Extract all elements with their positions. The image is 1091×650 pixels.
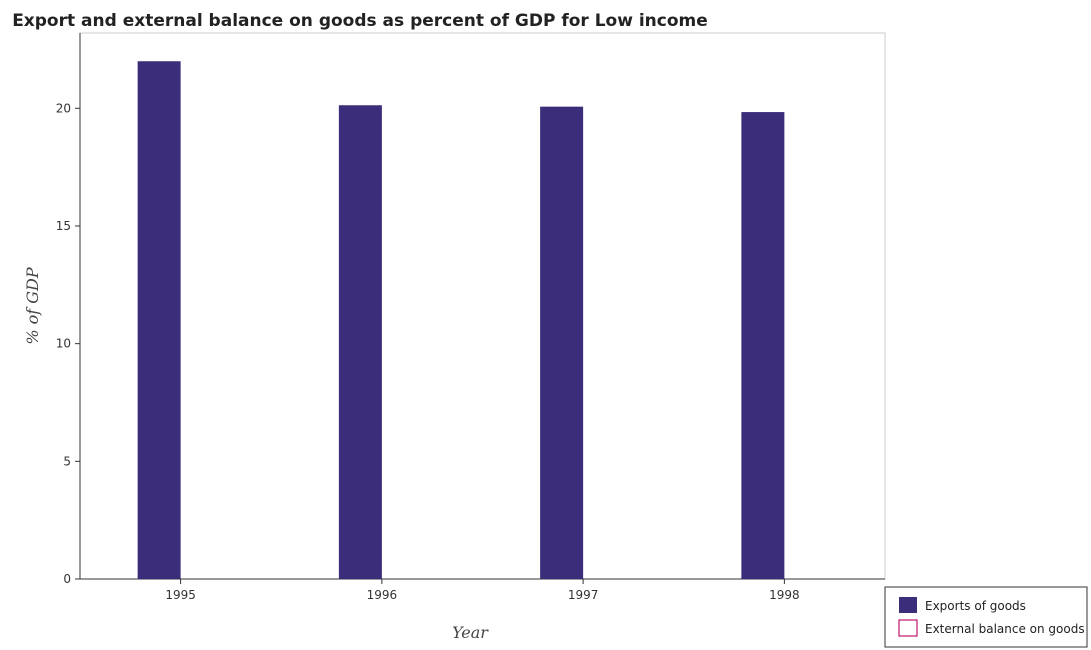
x-tick-label: 1995	[165, 588, 196, 602]
y-ticks: 0 5 10 15 20	[56, 101, 80, 586]
legend-label-external-balance: External balance on goods	[925, 622, 1085, 636]
legend-swatch-exports	[899, 597, 917, 613]
x-tick-label: 1996	[367, 588, 398, 602]
y-axis-label: % of GDP	[23, 267, 42, 345]
chart-title: Export and external balance on goods as …	[12, 11, 708, 31]
y-tick-label: 15	[56, 219, 71, 233]
legend-box	[884, 586, 1088, 648]
y-tick-label: 10	[56, 337, 71, 351]
legend-swatch-external-balance	[898, 619, 918, 637]
x-ticks: 1995 1996 1997 1998	[165, 579, 800, 602]
bar-exports-of-goods	[540, 106, 584, 579]
x-axis-label: Year	[452, 623, 489, 642]
x-tick-label: 1997	[568, 588, 599, 602]
bar-exports-of-goods	[137, 61, 181, 579]
legend-label-exports: Exports of goods	[925, 599, 1026, 613]
y-tick-label: 20	[56, 101, 71, 115]
bars-group	[137, 61, 785, 580]
y-tick-label: 0	[63, 572, 71, 586]
y-tick-label: 5	[63, 454, 71, 468]
bar-exports-of-goods	[741, 112, 785, 579]
bar-exports-of-goods	[338, 105, 382, 580]
x-tick-label: 1998	[769, 588, 800, 602]
legend: Exports of goods External balance on goo…	[884, 586, 1088, 648]
